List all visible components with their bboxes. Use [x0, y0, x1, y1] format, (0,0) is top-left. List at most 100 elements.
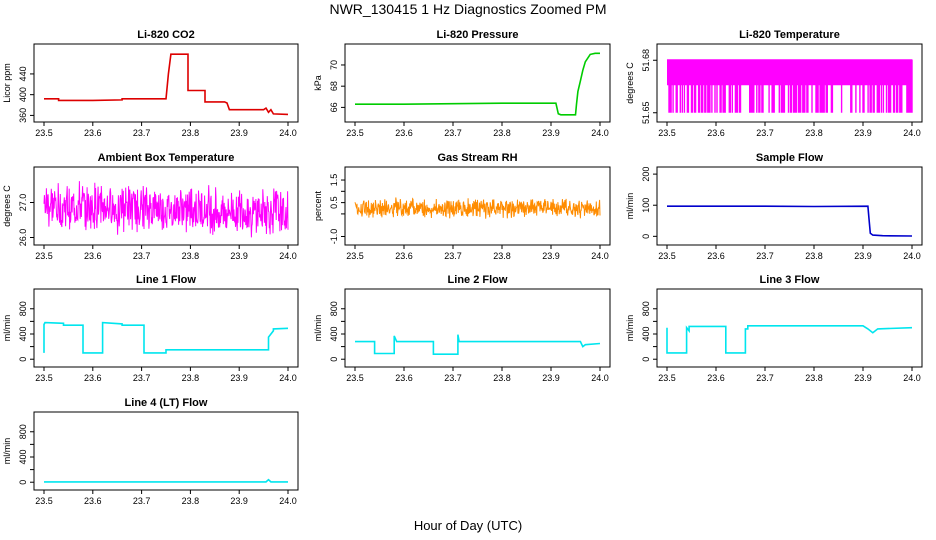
chart-title: Line 4 (LT) Flow — [125, 397, 208, 409]
x-tick-label: 23.5 — [35, 496, 53, 506]
series-line — [666, 324, 913, 354]
y-axis-label: degrees C — [625, 62, 635, 104]
x-tick-label: 23.6 — [84, 496, 102, 506]
x-tick-label: 23.8 — [182, 496, 200, 506]
y-axis-label: ml/min — [625, 315, 635, 342]
x-tick-label: 23.7 — [756, 251, 774, 261]
series-line — [355, 52, 600, 116]
plot-frame — [33, 288, 299, 368]
chart-title: Li-820 Temperature — [739, 29, 840, 41]
y-tick-label: 400 — [18, 449, 28, 464]
x-tick-label: 23.8 — [493, 251, 511, 261]
x-tick-label: 24.0 — [279, 496, 297, 506]
x-tick-label: 23.8 — [493, 373, 511, 383]
x-tick-label: 23.5 — [346, 128, 364, 138]
y-tick-label: 400 — [329, 326, 339, 341]
y-tick-label: 0.5 — [329, 196, 339, 209]
x-tick-label: 23.9 — [542, 373, 560, 383]
x-tick-label: 23.7 — [444, 251, 462, 261]
series-line — [44, 478, 288, 483]
plot-frame — [344, 43, 611, 123]
chart-title: Line 2 Flow — [448, 274, 508, 286]
y-tick-label: 0 — [329, 357, 339, 362]
x-tick-label: 23.9 — [542, 251, 560, 261]
x-tick-label: 23.9 — [230, 251, 248, 261]
y-tick-label: 0 — [641, 357, 651, 362]
y-tick-label: 400 — [18, 87, 28, 102]
chart-panel-3: Li-820 Temperature degrees C 23.5 23.6 23.7 2… — [625, 29, 923, 138]
chart-panel-4: Ambient Box Temperature degrees C 23.5 23.6… — [2, 152, 299, 261]
chart-panel-10: Line 4 (LT) Flow ml/min 23.5 23.6 23.7 23.8 23… — [2, 397, 299, 506]
x-tick-label: 23.9 — [230, 128, 248, 138]
x-tick-label: 24.0 — [903, 128, 921, 138]
x-tick-label: 23.7 — [133, 128, 151, 138]
x-tick-label: 23.6 — [395, 373, 413, 383]
x-tick-label: 23.9 — [854, 128, 872, 138]
x-tick-label: 23.6 — [707, 373, 725, 383]
x-tick-label: 23.5 — [658, 373, 676, 383]
x-tick-label: 23.9 — [230, 373, 248, 383]
series-line — [355, 334, 601, 356]
plot-frame — [344, 166, 611, 246]
x-tick-label: 23.8 — [805, 251, 823, 261]
y-tick-label: 440 — [18, 66, 28, 81]
page-title: NWR_130415 1 Hz Diagnostics Zoomed PM — [329, 1, 607, 17]
x-tick-label: 23.7 — [133, 251, 151, 261]
x-tick-label: 23.6 — [84, 251, 102, 261]
x-tick-label: 23.6 — [707, 251, 725, 261]
y-tick-label: 200 — [641, 167, 651, 182]
y-tick-label: 400 — [18, 326, 28, 341]
chart-title: Ambient Box Temperature — [98, 152, 235, 164]
chart-title: Line 3 Flow — [760, 274, 820, 286]
y-tick-label: 1.5 — [329, 174, 339, 187]
y-axis-label: ml/min — [625, 193, 635, 220]
y-axis-label: Licor ppm — [2, 63, 12, 103]
y-tick-label: 800 — [641, 301, 651, 316]
x-tick-label: 23.6 — [395, 251, 413, 261]
y-tick-label: 800 — [18, 424, 28, 439]
series-line — [43, 181, 289, 238]
x-tick-label: 23.8 — [805, 373, 823, 383]
x-tick-label: 24.0 — [591, 373, 609, 383]
plot-frame — [656, 288, 923, 368]
chart-panel-7: Line 1 Flow ml/min 23.5 23.6 23.7 23.8 23.9 24.… — [2, 274, 299, 383]
x-tick-label: 23.5 — [346, 251, 364, 261]
x-tick-label: 24.0 — [279, 251, 297, 261]
chart-panel-8: Line 2 Flow ml/min 23.5 23.6 23.7 23.8 23.9 24.… — [313, 274, 611, 383]
y-tick-label: 800 — [329, 301, 339, 316]
y-axis-label: ml/min — [313, 315, 323, 342]
chart-title: Li-820 CO2 — [137, 29, 194, 41]
x-tick-label: 23.7 — [756, 128, 774, 138]
series-line — [44, 53, 289, 116]
y-axis-label: ml/min — [2, 438, 12, 465]
x-tick-label: 24.0 — [591, 128, 609, 138]
y-tick-label: 800 — [18, 301, 28, 316]
plot-frame — [656, 166, 923, 246]
x-tick-label: 23.5 — [658, 128, 676, 138]
x-tick-label: 24.0 — [279, 128, 297, 138]
series-line — [354, 197, 601, 219]
chart-title: Sample Flow — [756, 152, 824, 164]
y-axis-label: degrees C — [2, 185, 12, 227]
x-tick-label: 23.6 — [707, 128, 725, 138]
chart-title: Line 1 Flow — [136, 274, 196, 286]
x-tick-label: 23.9 — [854, 373, 872, 383]
x-tick-label: 24.0 — [591, 251, 609, 261]
y-axis-label: ml/min — [2, 315, 12, 342]
x-tick-label: 23.8 — [805, 128, 823, 138]
series-line — [667, 205, 913, 237]
y-tick-label: 100 — [641, 198, 651, 213]
x-tick-label: 23.6 — [84, 373, 102, 383]
series-line — [667, 59, 913, 113]
y-tick-label: 360 — [18, 108, 28, 123]
x-tick-label: 23.8 — [182, 251, 200, 261]
x-tick-label: 24.0 — [903, 251, 921, 261]
plot-frame — [33, 411, 299, 491]
x-tick-label: 24.0 — [279, 373, 297, 383]
plot-frame — [33, 166, 299, 246]
x-tick-label: 23.7 — [444, 373, 462, 383]
x-tick-label: 23.5 — [346, 373, 364, 383]
x-tick-label: 23.6 — [395, 128, 413, 138]
x-tick-label: 23.7 — [133, 496, 151, 506]
